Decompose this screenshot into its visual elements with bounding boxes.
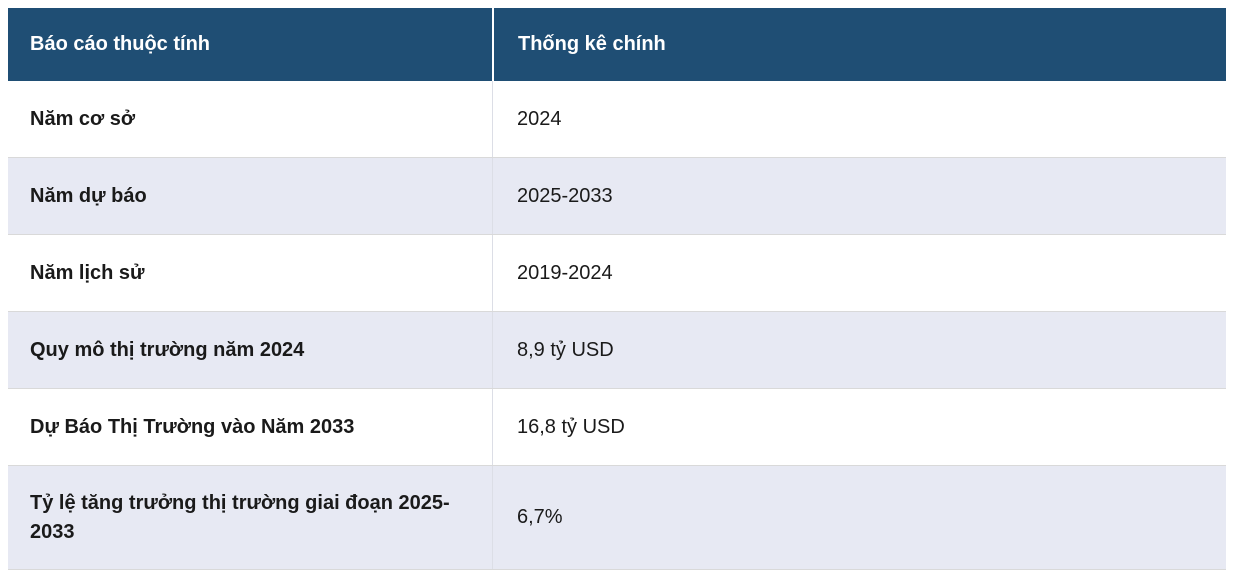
value-text: 2019-2024: [517, 261, 613, 284]
table-row: Tỷ lệ tăng trưởng thị trường giai đoạn 2…: [8, 466, 1226, 570]
table-header-row: Báo cáo thuộc tính Thống kê chính: [8, 8, 1226, 81]
table-row: Năm dự báo 2025-2033: [8, 158, 1226, 235]
value-text: 2024: [517, 107, 562, 130]
header-cell-statistic: Thống kê chính: [492, 8, 1226, 81]
attribute-cell: Năm lịch sử: [8, 235, 492, 311]
attribute-cell: Tỷ lệ tăng trưởng thị trường giai đoạn 2…: [8, 466, 492, 569]
table-row: Quy mô thị trường năm 2024 8,9 tỷ USD: [8, 312, 1226, 389]
attribute-cell: Năm cơ sở: [8, 81, 492, 157]
value-text: 16,8 tỷ USD: [517, 415, 625, 438]
attribute-text: Quy mô thị trường năm 2024: [30, 338, 305, 361]
value-text: 2025-2033: [517, 184, 613, 207]
attribute-text: Tỷ lệ tăng trưởng thị trường giai đoạn 2…: [30, 491, 450, 543]
attribute-cell: Quy mô thị trường năm 2024: [8, 312, 492, 388]
table-row: Năm lịch sử 2019-2024: [8, 235, 1226, 312]
table-row: Dự Báo Thị Trường vào Năm 2033 16,8 tỷ U…: [8, 389, 1226, 466]
value-text: 6,7%: [517, 506, 563, 528]
header-statistic-label: Thống kê chính: [518, 33, 666, 55]
attribute-text: Dự Báo Thị Trường vào Năm 2033: [30, 415, 355, 438]
attribute-text: Năm lịch sử: [30, 261, 145, 284]
header-attribute-label: Báo cáo thuộc tính: [30, 33, 210, 55]
value-text: 8,9 tỷ USD: [517, 338, 614, 361]
value-cell: 8,9 tỷ USD: [492, 312, 1226, 388]
attribute-cell: Dự Báo Thị Trường vào Năm 2033: [8, 389, 492, 465]
value-cell: 16,8 tỷ USD: [492, 389, 1226, 465]
value-cell: 2024: [492, 81, 1226, 157]
attribute-cell: Năm dự báo: [8, 158, 492, 234]
report-attributes-table: Báo cáo thuộc tính Thống kê chính Năm cơ…: [8, 8, 1226, 570]
value-cell: 2025-2033: [492, 158, 1226, 234]
table-row: Năm cơ sở 2024: [8, 81, 1226, 158]
attribute-text: Năm cơ sở: [30, 107, 136, 130]
value-cell: 6,7%: [492, 466, 1226, 569]
attribute-text: Năm dự báo: [30, 184, 147, 207]
header-cell-attribute: Báo cáo thuộc tính: [8, 8, 492, 81]
value-cell: 2019-2024: [492, 235, 1226, 311]
